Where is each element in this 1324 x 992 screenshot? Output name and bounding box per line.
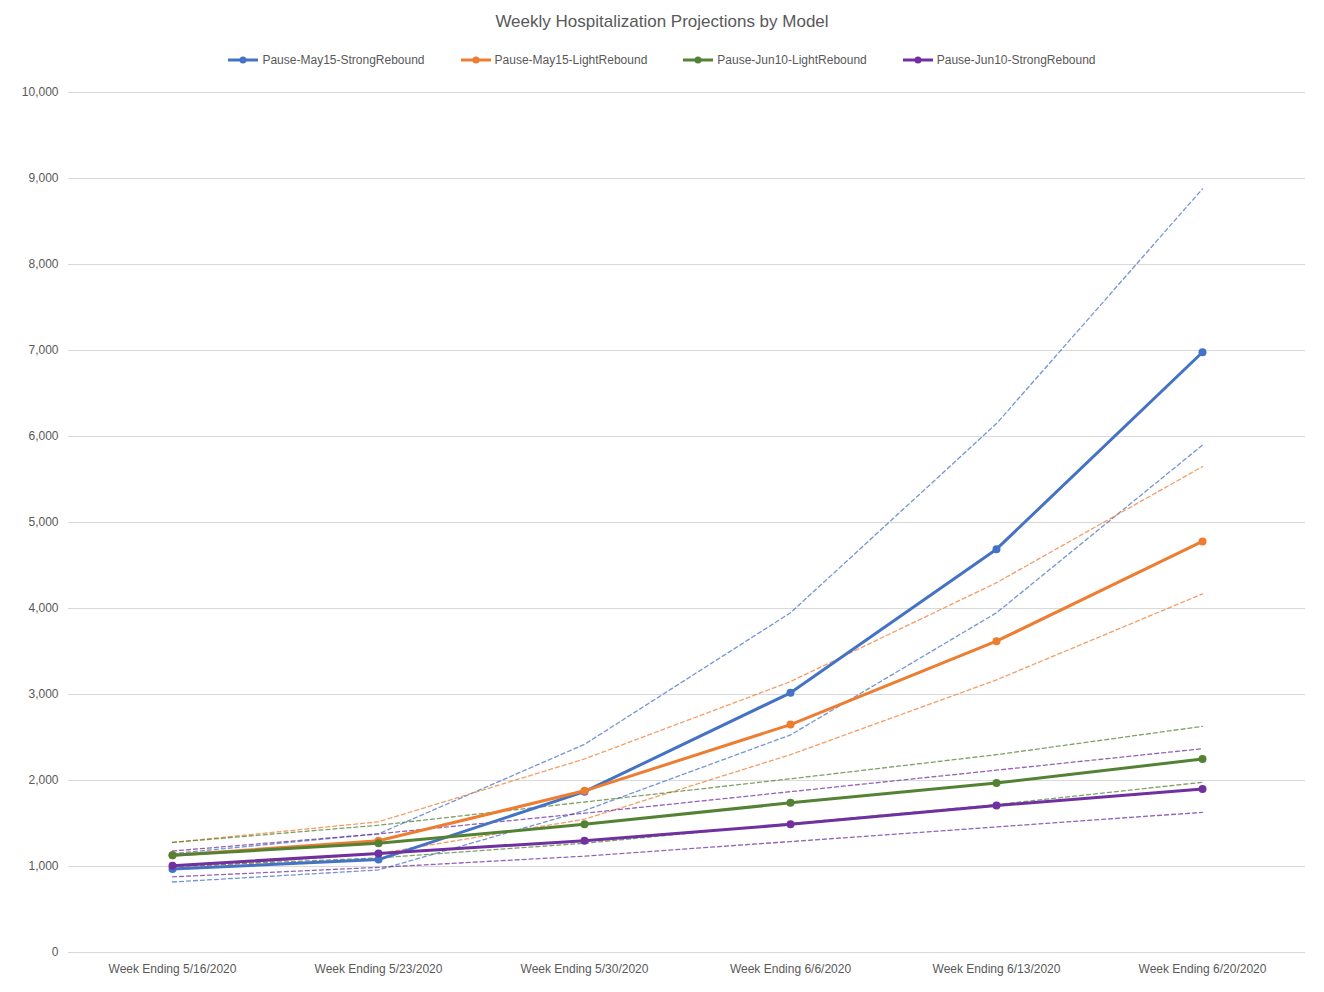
svg-text:8,000: 8,000 [28,257,58,271]
svg-text:6,000: 6,000 [28,429,58,443]
html-text:Pause-May15-StrongRebound: Pause-May15-StrongRebound [262,53,425,67]
svg-text:Week Ending 5/30/2020: Week Ending 5/30/2020 [521,962,649,976]
svg-text:0: 0 [52,945,59,959]
svg-text:9,000: 9,000 [28,171,58,185]
svg-text:10,000: 10,000 [22,85,59,99]
svg-text:2,000: 2,000 [28,773,58,787]
svg-text:5,000: 5,000 [28,515,58,529]
html-text:Pause-Jun10-LightRebound: Pause-Jun10-LightRebound [717,53,867,67]
html-text:Pause-May15-LightRebound: Pause-May15-LightRebound [494,53,648,67]
svg-text:Week Ending 6/20/2020: Week Ending 6/20/2020 [1139,962,1267,976]
svg-text:Week Ending 6/6/2020: Week Ending 6/6/2020 [730,962,852,976]
html-text:Weekly Hospitalization Project: Weekly Hospitalization Projections by Mo… [495,12,829,31]
svg-text:Week Ending 6/13/2020: Week Ending 6/13/2020 [933,962,1061,976]
svg-text:7,000: 7,000 [28,343,58,357]
svg-text:Week Ending 5/16/2020: Week Ending 5/16/2020 [109,962,237,976]
svg-text:1,000: 1,000 [28,859,58,873]
html-text:Pause-Jun10-StrongRebound: Pause-Jun10-StrongRebound [936,53,1096,67]
svg-text:4,000: 4,000 [28,601,58,615]
svg-text:3,000: 3,000 [28,687,58,701]
svg-text:Week Ending 5/23/2020: Week Ending 5/23/2020 [315,962,443,976]
